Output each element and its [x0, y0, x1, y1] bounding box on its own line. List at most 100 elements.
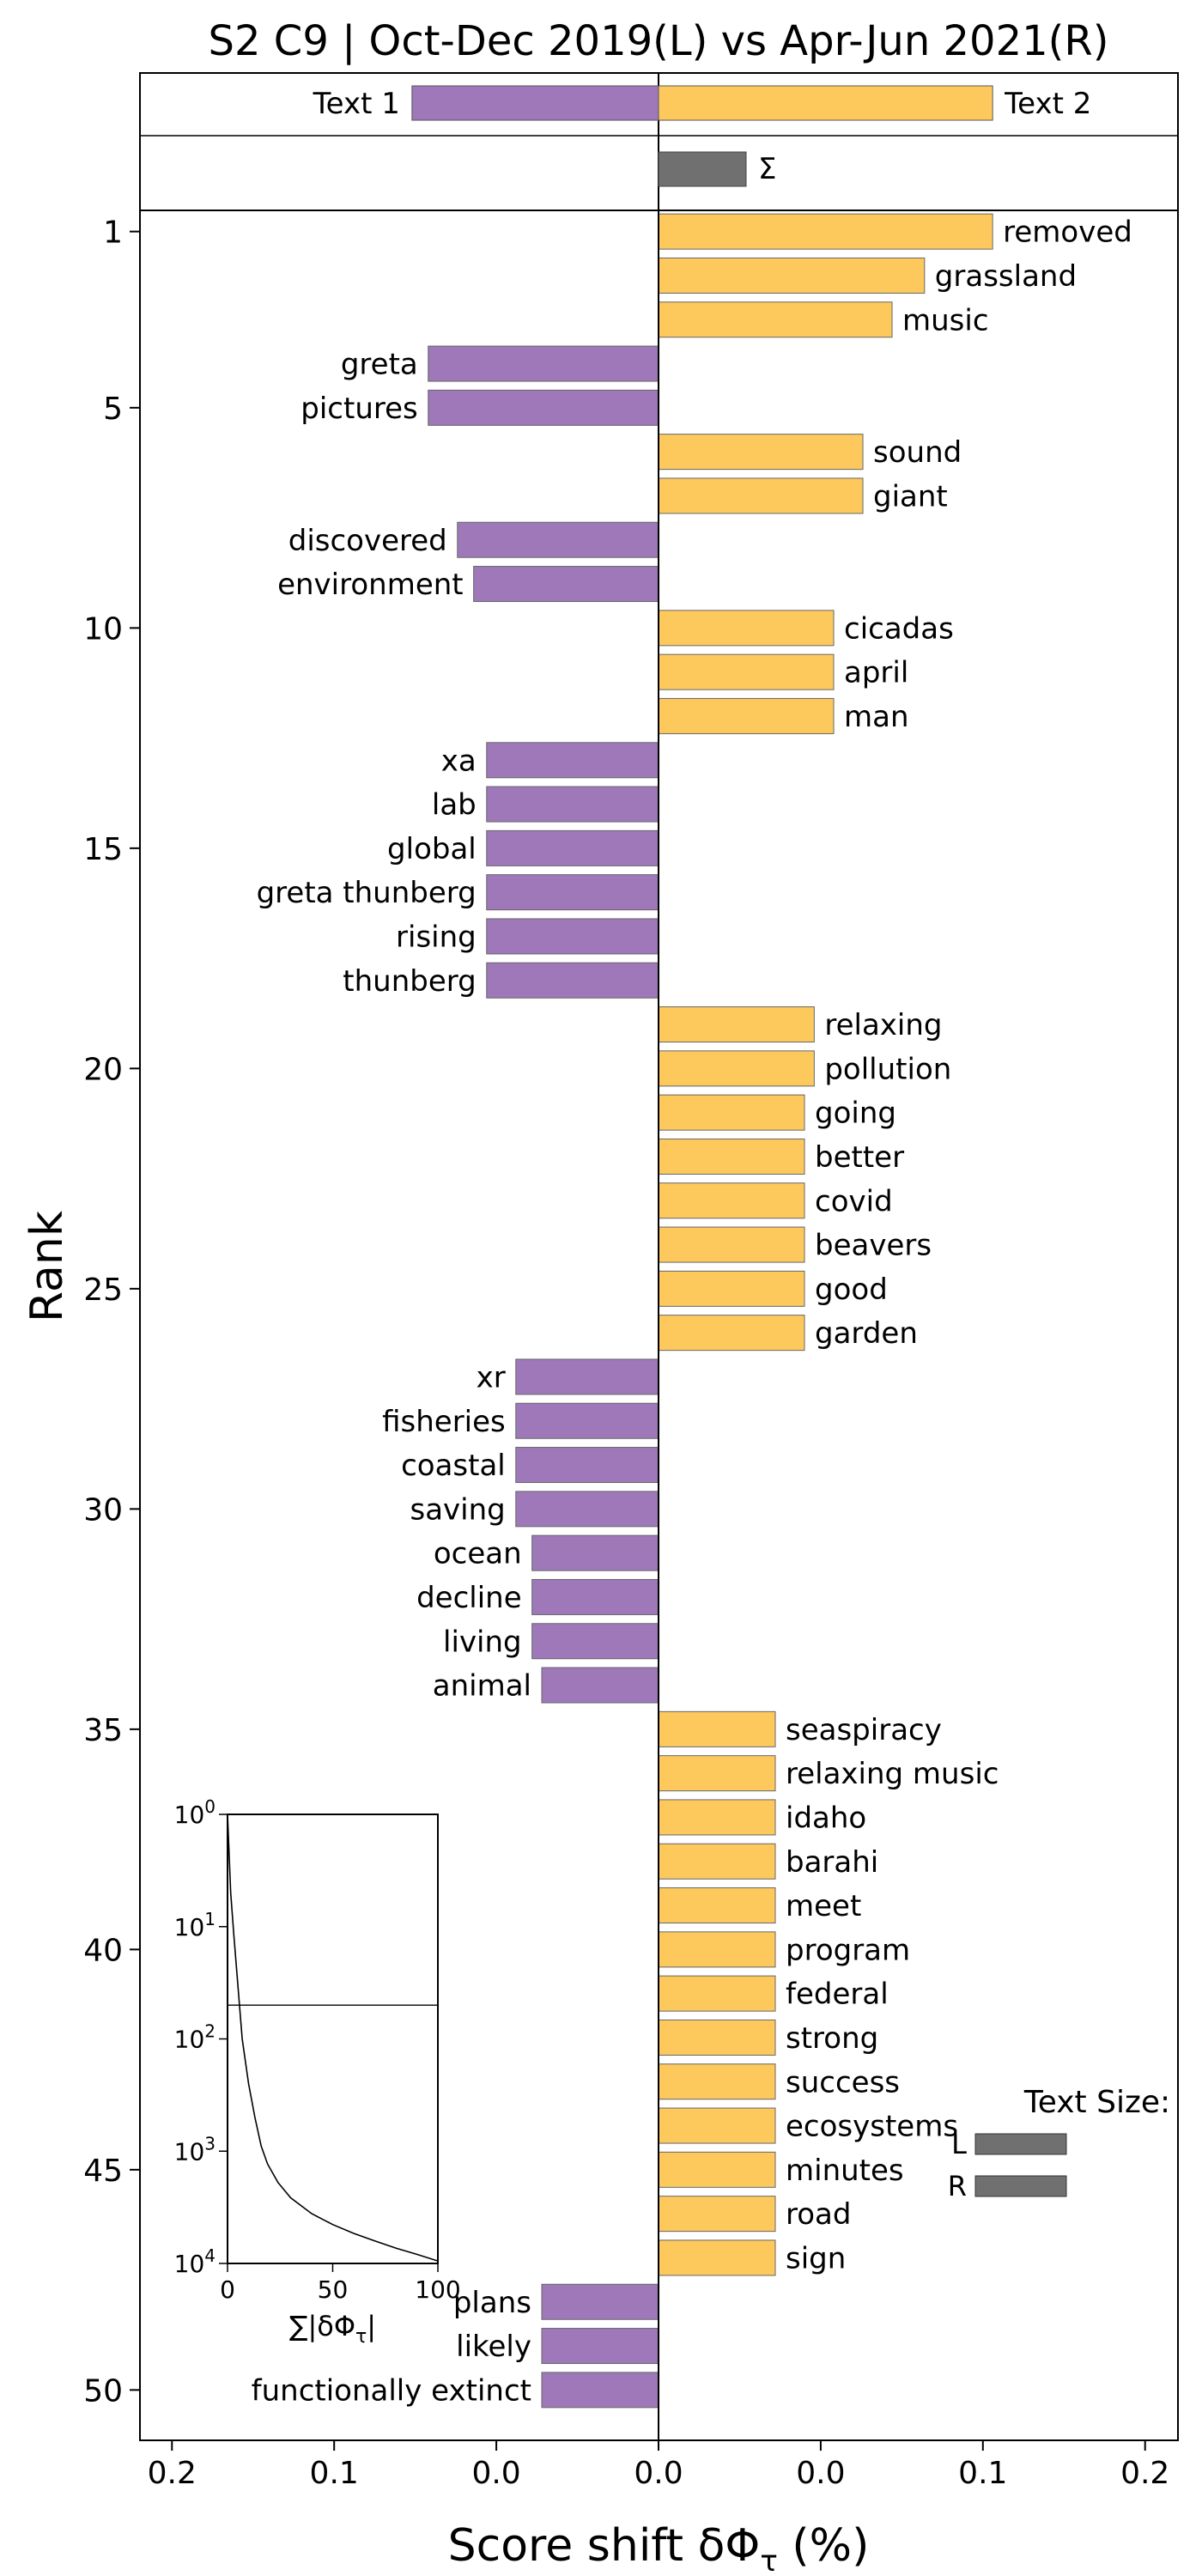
- word-bar: [658, 2019, 776, 2056]
- word-bar: [658, 1270, 805, 1307]
- text2-bar: [658, 85, 993, 121]
- header-panel: Text 1 Text 2 Σ: [139, 72, 1179, 211]
- word-label: ocean: [434, 1537, 522, 1571]
- word-bar: [658, 1006, 815, 1043]
- word-label: beavers: [815, 1229, 932, 1263]
- word-bar: [658, 1755, 776, 1792]
- word-label: plans: [453, 2286, 531, 2320]
- x-tick-label: 0.0: [634, 2456, 683, 2491]
- word-bar: [486, 918, 659, 955]
- inset-y-tick-label: 100: [174, 1796, 216, 1829]
- word-bar: [515, 1402, 659, 1439]
- word-label: greta: [341, 348, 418, 382]
- word-bar: [658, 1050, 815, 1087]
- y-tick-label: 25: [83, 1273, 123, 1308]
- chart-title: S2 C9 | Oct-Dec 2019(L) vs Apr-Jun 2021(…: [209, 17, 1109, 65]
- word-label: lab: [432, 788, 477, 823]
- legend-left-bar: [974, 2133, 1067, 2155]
- inset-x-tick-label: 50: [318, 2275, 349, 2304]
- main-plot: removed grassland music greta pictures sound g…: [83, 210, 1179, 2491]
- word-label: environment: [277, 568, 464, 602]
- word-label: better: [815, 1140, 904, 1175]
- word-label: thunberg: [343, 964, 476, 999]
- word-bar: [658, 1182, 805, 1219]
- word-label: idaho: [786, 1801, 866, 1835]
- word-bar: [658, 1138, 805, 1175]
- word-label: cicadas: [844, 611, 954, 646]
- word-bar: [531, 1578, 659, 1615]
- inset-x-tick-label: 0: [220, 2275, 235, 2304]
- word-bar: [541, 2328, 659, 2365]
- word-bar: [658, 301, 893, 338]
- word-label: barahi: [786, 1845, 878, 1880]
- legend-left-label: L: [951, 2128, 967, 2160]
- word-bar: [658, 257, 926, 294]
- legend-right-bar: [974, 2175, 1067, 2197]
- word-bar: [658, 2239, 776, 2276]
- word-bar: [658, 1094, 805, 1131]
- sum-bar: [658, 151, 747, 187]
- word-bar: [457, 521, 659, 558]
- inset-frame: [227, 1814, 439, 2264]
- word-label: pictures: [300, 392, 417, 426]
- word-bar: [428, 345, 659, 382]
- word-bar: [486, 786, 659, 823]
- y-tick-label: 30: [83, 1492, 123, 1528]
- word-label: road: [786, 2197, 851, 2232]
- x-tick-label: 0.2: [148, 2456, 197, 2491]
- word-label: man: [844, 700, 909, 734]
- inset-curve: [227, 1814, 439, 2262]
- word-label: success: [786, 2065, 900, 2099]
- sum-label: Σ: [758, 152, 776, 186]
- legend-right-label: R: [948, 2170, 967, 2202]
- word-bar: [515, 1447, 659, 1484]
- legend-title: Text Size:: [1023, 2085, 1170, 2120]
- x-tick-label: 0.1: [310, 2456, 359, 2491]
- word-bar: [658, 2151, 776, 2188]
- word-label: grassland: [935, 259, 1077, 294]
- y-tick-label: 50: [83, 2373, 123, 2409]
- x-tick-label: 0.0: [796, 2456, 845, 2491]
- word-bar: [658, 1315, 805, 1352]
- word-label: seaspiracy: [786, 1713, 942, 1747]
- inset-y-tick-label: 103: [174, 2133, 216, 2166]
- word-label: garden: [815, 1316, 918, 1351]
- inset-y-tick-label: 104: [174, 2245, 216, 2278]
- word-bar: [658, 2063, 776, 2100]
- word-bar: [658, 2107, 776, 2144]
- word-bar: [428, 389, 659, 426]
- word-label: discovered: [288, 524, 447, 558]
- word-bar: [658, 697, 835, 734]
- y-tick-label: 10: [83, 611, 123, 647]
- word-bar: [486, 962, 659, 999]
- word-bar: [473, 566, 659, 603]
- word-bar: [658, 1843, 776, 1880]
- word-bar: [658, 610, 835, 647]
- word-label: good: [815, 1273, 888, 1307]
- inset-y-tick-label: 101: [174, 1909, 216, 1941]
- text-size-legend: Text Size: LR: [948, 2085, 1170, 2202]
- word-label: living: [443, 1625, 522, 1659]
- word-bar: [658, 1799, 776, 1836]
- word-label: greta thunberg: [257, 876, 477, 910]
- word-bar: [658, 213, 993, 250]
- word-label: april: [844, 656, 908, 690]
- word-bar: [531, 1534, 659, 1571]
- word-label: relaxing music: [786, 1757, 999, 1791]
- word-label: saving: [410, 1492, 506, 1527]
- word-label: decline: [416, 1581, 522, 1615]
- y-axis-label: Rank: [21, 1211, 73, 1322]
- word-bar: [486, 742, 659, 779]
- word-bar: [541, 2372, 659, 2409]
- word-label: coastal: [401, 1449, 506, 1483]
- word-bar: [658, 1710, 776, 1747]
- x-tick-label: 0.1: [958, 2456, 1007, 2491]
- x-tick-label: 0.0: [471, 2456, 520, 2491]
- y-tick-label: 45: [83, 2154, 123, 2189]
- y-tick-label: 5: [103, 392, 123, 427]
- word-label: strong: [786, 2021, 878, 2056]
- text1-label: Text 1: [313, 87, 400, 121]
- word-bar: [658, 1887, 776, 1924]
- inset-x-tick-label: 100: [415, 2275, 460, 2304]
